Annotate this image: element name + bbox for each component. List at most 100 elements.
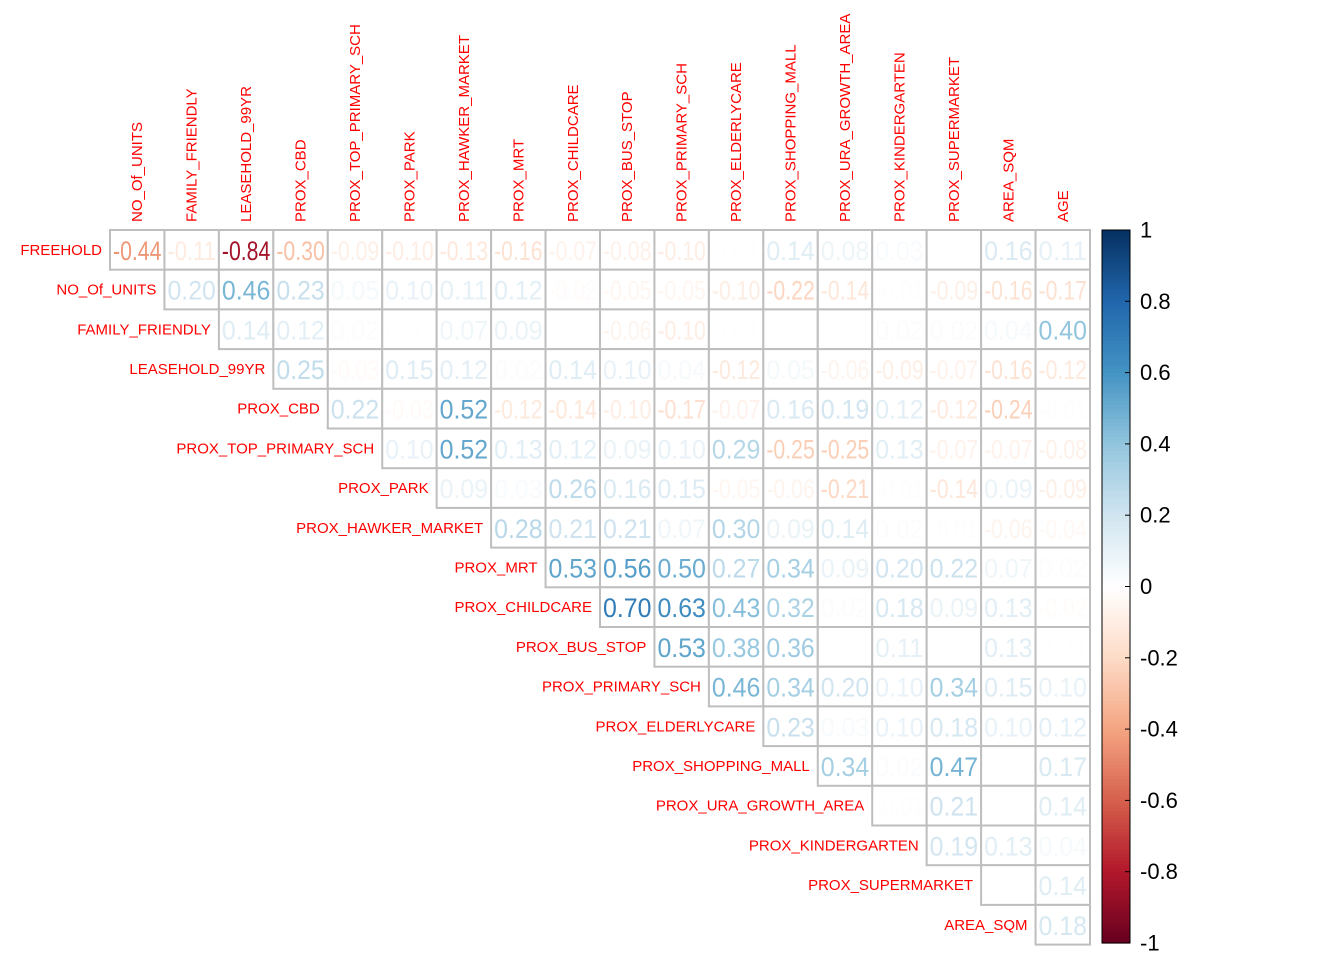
colorbar-segment — [1102, 237, 1130, 242]
colorbar-segment — [1102, 707, 1130, 712]
correlation-value: -0.17 — [1039, 276, 1087, 306]
correlation-value: 0.53 — [657, 633, 705, 663]
colorbar-segment — [1102, 319, 1130, 324]
correlation-value: 0.12 — [440, 355, 488, 385]
colorbar-segment — [1102, 668, 1130, 673]
colorbar-segment — [1102, 361, 1130, 367]
colorbar-segment — [1102, 593, 1130, 598]
row-label: PROX_HAWKER_MARKET — [296, 520, 483, 537]
matrix-cell — [1034, 784, 1091, 827]
matrix-cell — [544, 427, 601, 470]
correlation-value: -0.12 — [712, 355, 760, 385]
matrix-cell — [871, 665, 928, 708]
correlation-value: -0.07 — [549, 236, 597, 266]
correlation-value: 0.43 — [712, 593, 760, 623]
colorbar-segment — [1102, 287, 1130, 292]
correlation-value: 0.00 — [821, 315, 869, 345]
correlation-value: -0.14 — [930, 474, 978, 504]
colorbar-segment — [1102, 729, 1130, 734]
matrix-cell — [326, 348, 384, 390]
correlation-value: 0.09 — [766, 514, 814, 544]
matrix-cell — [925, 665, 983, 708]
colorbar-segment — [1102, 636, 1130, 641]
correlation-value: 0.00 — [984, 792, 1032, 822]
correlation-value: -0.11 — [167, 236, 215, 266]
correlation-value: -0.06 — [603, 315, 651, 345]
correlation-value: 0.12 — [494, 276, 542, 306]
colorbar-segment — [1102, 853, 1130, 859]
colorbar-segment — [1102, 918, 1130, 923]
colorbar-segment — [1102, 233, 1130, 238]
matrix-cell — [762, 427, 819, 470]
correlation-value: 0.47 — [930, 752, 978, 782]
correlation-value: 0.10 — [385, 276, 433, 306]
correlation-value: -0.44 — [113, 236, 161, 266]
correlation-value: -0.01 — [875, 474, 923, 504]
correlation-value: 0.12 — [875, 395, 923, 425]
colorbar-segment — [1102, 686, 1130, 691]
column-label: AREA_SQM — [1000, 139, 1017, 222]
row-labels: FREEHOLD NO_Of_UNITS FAMILY_FRIENDLY LEASEH… — [20, 242, 1027, 934]
colorbar-segment — [1102, 333, 1130, 338]
colorbar-segment — [1102, 483, 1130, 488]
column-label: PROX_ELDERLYCARE — [728, 62, 745, 222]
matrix-cell — [381, 229, 438, 271]
correlation-value: 0.23 — [766, 712, 814, 742]
colorbar-segment — [1102, 397, 1130, 402]
colorbar-segment — [1102, 711, 1130, 716]
colorbar-segment — [1102, 935, 1130, 941]
colorbar-segment — [1102, 693, 1130, 698]
colorbar-segment — [1102, 504, 1130, 509]
correlation-value: -0.07 — [984, 434, 1032, 464]
matrix-cell — [980, 387, 1037, 430]
colorbar-segment — [1102, 336, 1130, 342]
correlation-value: 0.00 — [984, 871, 1032, 901]
matrix-cell — [490, 506, 547, 549]
colorbar-segment — [1102, 611, 1130, 616]
matrix-cell — [762, 506, 819, 549]
correlation-value: 0.56 — [603, 553, 651, 583]
correlation-value: 0.34 — [930, 673, 978, 703]
colorbar-segment — [1102, 846, 1130, 851]
correlation-value: -0.16 — [984, 276, 1032, 306]
colorbar-segment — [1102, 475, 1130, 481]
colorbar-segment — [1102, 522, 1130, 527]
matrix-cell — [762, 546, 819, 589]
column-label: PROX_TOP_PRIMARY_SCH — [347, 24, 364, 222]
correlation-value: 0.00 — [930, 633, 978, 663]
colorbar-segment — [1102, 557, 1130, 563]
colorbar-segment — [1102, 639, 1130, 645]
correlation-value: 0.25 — [276, 355, 324, 385]
correlation-value: 0.40 — [1039, 315, 1087, 345]
matrix-cell — [490, 467, 547, 509]
colorbar-segment — [1102, 447, 1130, 452]
matrix-cell — [925, 784, 983, 827]
colorbar-segment — [1102, 436, 1130, 441]
colorbar-segment — [1102, 672, 1130, 677]
matrix-cell — [490, 348, 547, 390]
correlation-value: 0.13 — [875, 434, 923, 464]
correlation-value: -0.07 — [930, 355, 978, 385]
colorbar-segment — [1102, 750, 1130, 755]
matrix-cell — [816, 467, 874, 509]
colorbar-segment — [1102, 796, 1130, 801]
matrix-cell — [707, 586, 765, 628]
correlation-value: 0.14 — [222, 315, 270, 345]
colorbar-segment — [1102, 643, 1130, 648]
column-labels: NO_Of_UNITS FAMILY_FRIENDLY LEASEHOLD_99YR… — [129, 14, 1072, 222]
colorbar-segment — [1102, 839, 1130, 844]
correlation-value: 0.01 — [1039, 633, 1087, 663]
matrix-cell — [980, 705, 1037, 748]
colorbar-segment — [1102, 550, 1130, 556]
colorbar-segment — [1102, 732, 1130, 737]
correlation-value: 0.10 — [984, 712, 1032, 742]
column-label: PROX_PRIMARY_SCH — [674, 63, 691, 222]
matrix-cell — [925, 626, 983, 668]
row-label: PROX_TOP_PRIMARY_SCH — [176, 440, 374, 457]
colorbar-segment — [1102, 329, 1130, 334]
matrix-cell — [871, 308, 928, 351]
correlation-value: 0.32 — [766, 593, 814, 623]
column-label: NO_Of_UNITS — [129, 122, 146, 222]
matrix-cell — [1034, 586, 1091, 628]
matrix-cell — [1034, 387, 1091, 430]
